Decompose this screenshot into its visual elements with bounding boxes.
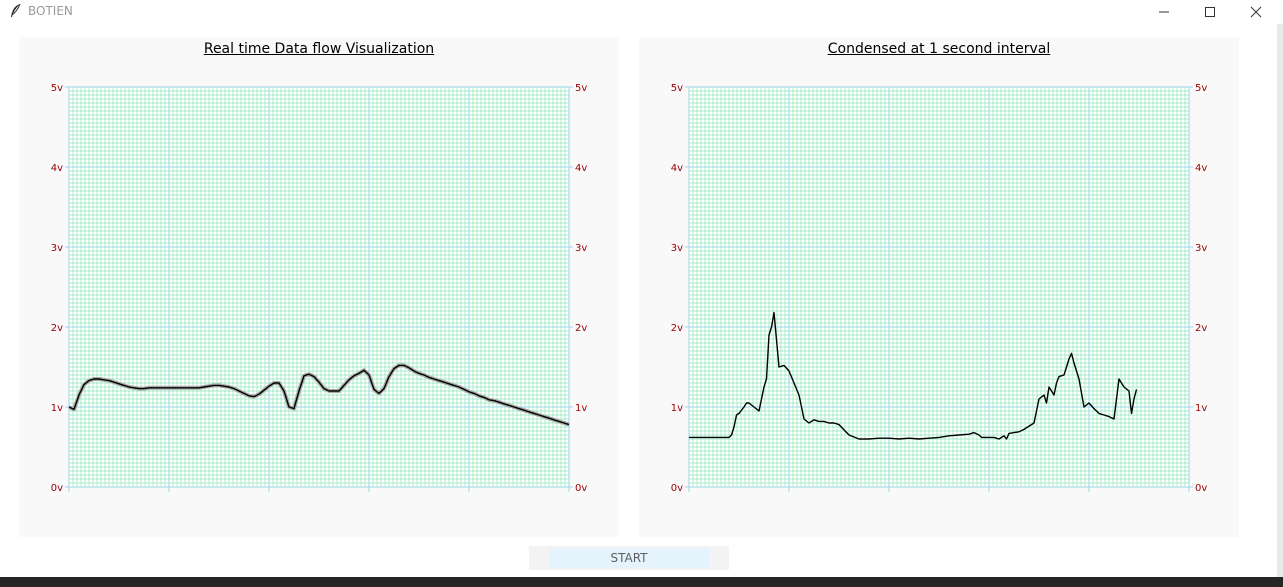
y-tick-label-left: 3v	[671, 243, 683, 254]
start-button-container: START	[529, 546, 729, 570]
y-tick-label-left: 5v	[671, 83, 683, 94]
realtime-panel: Real time Data flow Visualization 0v 0v 1v…	[19, 37, 619, 537]
y-tick-label-right: 0v	[575, 483, 587, 494]
y-tick-label-right: 5v	[1195, 83, 1207, 94]
grid	[65, 86, 573, 492]
signal-line	[68, 364, 570, 426]
y-tick-label-left: 4v	[51, 163, 63, 174]
y-tick-label-right: 1v	[1195, 403, 1207, 414]
maximize-button[interactable]	[1187, 0, 1233, 24]
y-tick-label-right: 3v	[575, 243, 587, 254]
start-button[interactable]: START	[549, 548, 709, 568]
y-tick-label-right: 2v	[575, 323, 587, 334]
y-tick-label-right: 3v	[1195, 243, 1207, 254]
y-tick-label-left: 5v	[51, 83, 63, 94]
minimize-button[interactable]	[1141, 0, 1187, 24]
y-tick-label-right: 2v	[1195, 323, 1207, 334]
window-title: BOTIEN	[28, 4, 73, 18]
condensed-chart-title: Condensed at 1 second interval	[827, 41, 1051, 57]
y-tick-label-left: 2v	[671, 323, 683, 334]
y-tick-label-right: 1v	[575, 403, 587, 414]
y-tick-label-right: 4v	[575, 163, 587, 174]
y-tick-label-right: 0v	[1195, 483, 1207, 494]
y-tick-label-left: 0v	[671, 483, 683, 494]
condensed-panel: Condensed at 1 second interval 0v 0v 1v 1v 2…	[639, 37, 1239, 537]
grid	[685, 86, 1193, 492]
y-tick-label-right: 5v	[575, 83, 587, 94]
y-tick-label-left: 1v	[671, 403, 683, 414]
y-tick-label-left: 3v	[51, 243, 63, 254]
y-tick-label-left: 4v	[671, 163, 683, 174]
window-edge	[1277, 24, 1283, 577]
close-button[interactable]	[1233, 0, 1279, 24]
feather-icon	[8, 3, 22, 19]
y-tick-label-right: 4v	[1195, 163, 1207, 174]
condensed-chart: 0v 0v 1v 1v 2v 2v 3v 3v 4v 4v 5v 5v	[671, 83, 1208, 494]
y-tick-label-left: 2v	[51, 323, 63, 334]
y-tick-label-left: 0v	[51, 483, 63, 494]
taskbar-strip	[0, 577, 1283, 587]
realtime-chart: 0v 0v 1v 1v 2v 2v 3v 3v 4v 4v 5v 5v	[51, 83, 588, 494]
signal-line	[689, 311, 1138, 440]
y-tick-label-left: 1v	[51, 403, 63, 414]
realtime-chart-title: Real time Data flow Visualization	[203, 41, 435, 57]
title-bar: BOTIEN	[0, 0, 1283, 24]
